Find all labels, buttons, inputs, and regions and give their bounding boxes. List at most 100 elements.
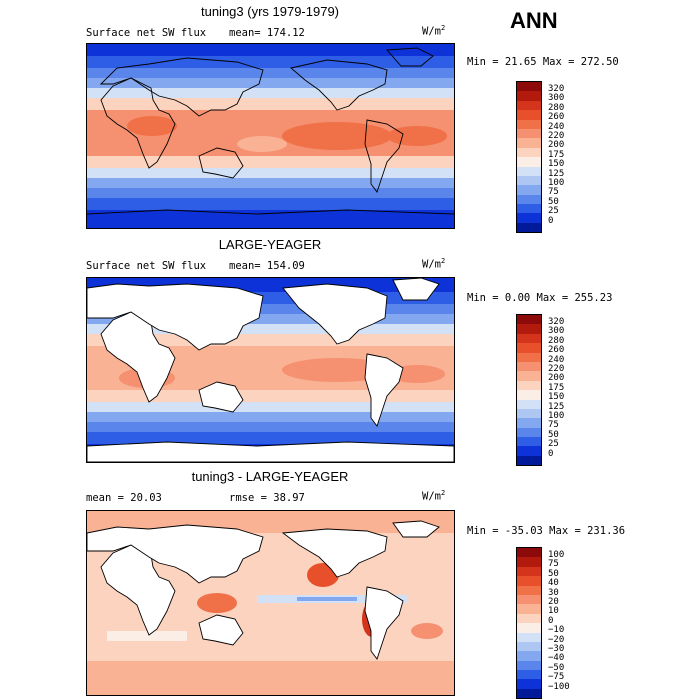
color-swatch xyxy=(517,100,541,111)
australia-outline xyxy=(198,147,244,179)
africa-outline xyxy=(100,77,176,169)
panel3-rmse: rmse = 38.97 xyxy=(229,492,305,504)
band xyxy=(87,432,454,444)
band xyxy=(87,98,454,110)
color-swatch xyxy=(517,594,541,605)
color-swatch xyxy=(517,324,541,334)
panel2-field-name: Surface net SW flux xyxy=(86,260,207,272)
north-america-outline xyxy=(290,59,388,111)
band xyxy=(87,661,454,695)
colorbar-tick: 100 xyxy=(548,411,565,421)
antarctica-outline xyxy=(87,209,454,215)
colorbar-tick: 50 xyxy=(548,430,559,440)
africa-land xyxy=(100,544,176,636)
panel3-colorbar-swatches xyxy=(516,547,542,700)
colorbar-tick: 25 xyxy=(548,439,559,449)
band xyxy=(87,210,454,228)
patch xyxy=(197,593,237,613)
colorbar-tick: 125 xyxy=(548,402,565,412)
greenland-land xyxy=(392,520,440,538)
color-swatch xyxy=(517,128,541,139)
panel3-map-svg xyxy=(87,511,454,695)
colorbar-tick: 0 xyxy=(548,216,554,226)
africa-land xyxy=(100,311,176,403)
color-swatch xyxy=(517,343,541,353)
north-america-land xyxy=(282,283,388,345)
color-swatch xyxy=(517,204,541,214)
panel1-colorbar: 320 300 280 260 240 220 200 175 150 125 … xyxy=(516,81,596,234)
color-swatch xyxy=(517,418,541,428)
panel2-map xyxy=(86,277,455,463)
color-swatch xyxy=(517,585,541,595)
color-swatch xyxy=(517,623,541,633)
panel3-mean: mean = 20.03 xyxy=(86,492,162,504)
colorbar-tick: 300 xyxy=(548,93,565,103)
band xyxy=(87,56,454,68)
greenland-land xyxy=(392,278,440,301)
south-america-land xyxy=(364,353,404,427)
colorbar-tick: 175 xyxy=(548,150,565,160)
panel2-units: W/m2 xyxy=(422,257,446,271)
patch xyxy=(387,126,447,146)
patch xyxy=(237,136,287,152)
panel2-colorbar: 320 300 280 260 240 220 200 175 150 125 … xyxy=(516,314,596,467)
color-swatch xyxy=(517,157,541,167)
color-swatch xyxy=(517,147,541,158)
color-swatch xyxy=(517,641,541,652)
band xyxy=(87,88,454,98)
color-swatch xyxy=(517,651,541,661)
band xyxy=(87,412,454,422)
colorbar-tick: 75 xyxy=(548,420,559,430)
colorbar-tick: 260 xyxy=(548,112,565,122)
panel1-map xyxy=(86,43,455,229)
australia-land xyxy=(198,614,244,646)
colorbar-tick: 220 xyxy=(548,364,565,374)
panel1-minmax: Min = 21.65 Max = 272.50 xyxy=(467,56,619,68)
band xyxy=(87,422,454,432)
colorbar-tick: 0 xyxy=(548,616,554,626)
north-america-land xyxy=(281,528,388,578)
band xyxy=(87,402,454,412)
colorbar-tick: 175 xyxy=(548,383,565,393)
colorbar-tick: 40 xyxy=(548,578,559,588)
colorbar-tick: 100 xyxy=(548,550,565,560)
color-swatch xyxy=(517,679,541,689)
color-swatch xyxy=(517,566,541,577)
colorbar-tick: 125 xyxy=(548,169,565,179)
color-swatch xyxy=(517,632,541,642)
panel1-mean: mean= 174.12 xyxy=(229,27,305,39)
color-swatch xyxy=(517,185,541,195)
band xyxy=(87,198,454,210)
color-swatch xyxy=(517,352,541,362)
colorbar-tick: 280 xyxy=(548,336,565,346)
band xyxy=(87,334,454,346)
band xyxy=(107,631,187,641)
band xyxy=(87,156,454,168)
panel2-map-svg xyxy=(87,278,454,462)
patch xyxy=(411,623,443,639)
color-swatch xyxy=(517,548,541,558)
band xyxy=(87,188,454,198)
colorbar-tick: −10 xyxy=(548,625,565,635)
colorbar-tick: 50 xyxy=(548,197,559,207)
band xyxy=(87,304,454,314)
color-swatch xyxy=(517,194,541,205)
band xyxy=(87,78,454,88)
color-swatch xyxy=(517,688,541,699)
panel1-colorbar-swatches xyxy=(516,81,542,234)
colorbar-tick: 10 xyxy=(548,606,559,616)
colorbar-tick: 50 xyxy=(548,569,559,579)
land-mask xyxy=(87,520,440,660)
colorbar-tick: 75 xyxy=(548,187,559,197)
color-swatch xyxy=(517,91,541,101)
antarctica-land xyxy=(87,441,454,462)
colorbar-tick: 200 xyxy=(548,140,565,150)
panel3-title: tuning3 - LARGE-YEAGER xyxy=(191,469,349,484)
color-swatch xyxy=(517,576,541,586)
color-swatch xyxy=(517,670,541,680)
band xyxy=(87,168,454,178)
colorbar-tick: 0 xyxy=(548,449,554,459)
colorbar-tick: 300 xyxy=(548,326,565,336)
color-swatch xyxy=(517,455,541,466)
australia-land xyxy=(198,381,244,413)
